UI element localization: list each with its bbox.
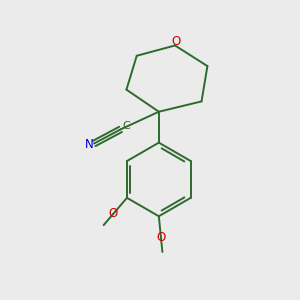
Text: O: O [156,231,166,244]
Text: C: C [122,122,130,131]
Text: O: O [109,208,118,220]
Text: O: O [172,34,181,48]
Text: N: N [84,139,93,152]
